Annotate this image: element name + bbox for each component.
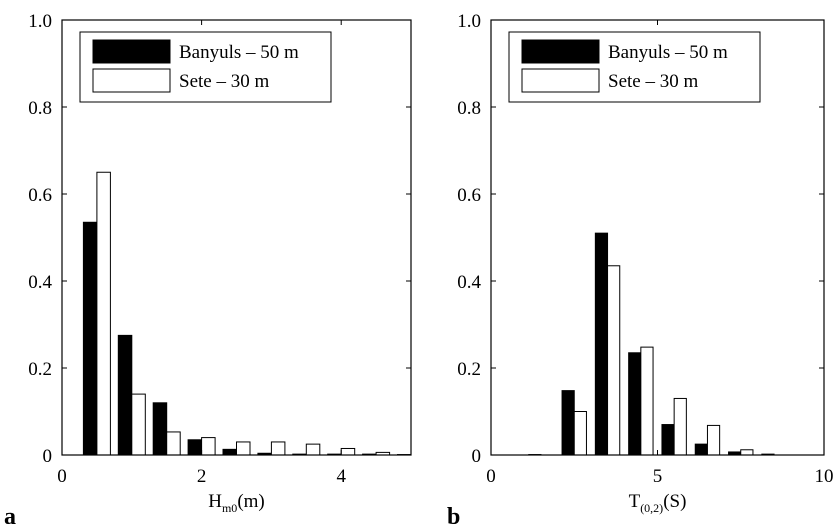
y-tick-label: 0	[43, 446, 53, 467]
bar-sete-3	[640, 346, 654, 456]
bar-banyuls-2	[594, 232, 609, 456]
bar-banyuls-5	[694, 443, 708, 456]
plot-frame	[61, 19, 412, 456]
y-tick-label: 0.8	[457, 98, 481, 119]
bar-banyuls-4	[661, 424, 675, 456]
panel-label-a: a	[4, 504, 16, 529]
legend-swatch-1	[521, 68, 600, 93]
x-axis-title: T(0,2)(S)	[629, 491, 687, 515]
bar-banyuls-3	[187, 439, 203, 456]
y-tick-label: 0.4	[28, 272, 52, 293]
x-tick-label: 2	[197, 466, 207, 487]
y-tick-label: 0.6	[457, 185, 481, 206]
x-tick-label: 10	[815, 466, 834, 487]
bar-sete-1	[131, 393, 146, 456]
legend-label-1: Sete – 30 m	[179, 71, 269, 92]
bar-sete-1	[573, 411, 587, 456]
y-tick-label: 0	[472, 446, 482, 467]
x-tick-label: 0	[486, 466, 496, 487]
bar-sete-0	[96, 171, 111, 456]
x-axis-title: Hm0(m)	[208, 491, 265, 515]
y-tick-label: 1.0	[457, 11, 481, 32]
chart-panel-b: 0 0.2 0.4 0.6 0.8 1.0 0 5 10 T(0,2)(S) Banyuls – 5…	[457, 11, 833, 515]
x-tick-label: 0	[57, 466, 67, 487]
bar-sete-7	[340, 447, 356, 456]
bar-sete-6	[305, 443, 321, 456]
legend-swatch-0	[521, 39, 600, 64]
legend-label-0: Banyuls – 50 m	[608, 42, 728, 63]
bar-banyuls-2	[152, 402, 168, 456]
bar-banyuls-1	[561, 390, 575, 456]
bar-sete-5	[706, 424, 721, 456]
legend-label-1: Sete – 30 m	[608, 71, 698, 92]
y-tick-label: 0.6	[28, 185, 52, 206]
bar-sete-5	[270, 441, 286, 456]
bar-banyuls-0	[82, 221, 98, 456]
legend-swatch-1	[92, 68, 171, 93]
legend-label-0: Banyuls – 50 m	[179, 42, 299, 63]
y-tick-label: 0.2	[457, 359, 481, 380]
y-tick-label: 0.8	[28, 98, 52, 119]
y-tick-label: 0.2	[28, 359, 52, 380]
chart-panel-a: 0 0.2 0.4 0.6 0.8 1.0 0 2 4 Hm0(m) Banyuls – 50 m S…	[28, 11, 412, 515]
bar-sete-2	[166, 431, 181, 456]
bar-banyuls-3	[628, 352, 642, 456]
y-tick-label: 1.0	[28, 11, 52, 32]
x-tick-label: 4	[336, 466, 346, 487]
panel-label-b: b	[447, 504, 460, 529]
bar-sete-4	[236, 441, 251, 456]
y-tick-label: 0.4	[457, 272, 481, 293]
bar-sete-6	[740, 449, 754, 456]
bar-sete-3	[201, 437, 216, 456]
bar-sete-4	[673, 397, 687, 456]
bar-banyuls-1	[117, 334, 133, 456]
bar-banyuls-4	[222, 448, 237, 456]
x-tick-label: 5	[653, 466, 663, 487]
bar-sete-2	[607, 265, 621, 456]
legend-swatch-0	[92, 39, 171, 64]
